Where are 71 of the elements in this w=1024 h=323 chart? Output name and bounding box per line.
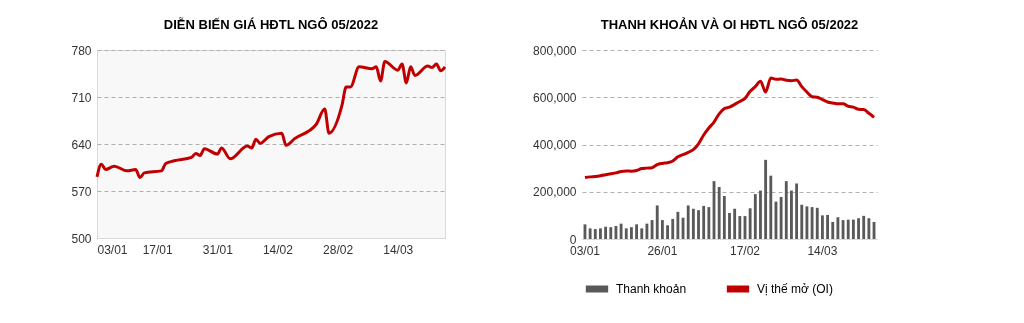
- x-tick-label: 28/02: [323, 242, 354, 257]
- y-tick-label: 500: [71, 231, 92, 246]
- bar: [748, 208, 752, 239]
- legend-label: Vị thế mở (OI): [757, 282, 833, 296]
- bar: [599, 228, 602, 239]
- bar: [691, 208, 695, 239]
- bar: [666, 225, 669, 239]
- y-tick-label: 400,000: [533, 138, 577, 152]
- y-tick-label: 200,000: [533, 185, 577, 200]
- bar: [728, 213, 731, 239]
- bar: [769, 175, 773, 239]
- bar: [820, 215, 824, 239]
- bar: [660, 220, 664, 239]
- y-tick-label: 780: [71, 43, 92, 58]
- x-tick-label: 17/02: [729, 243, 761, 258]
- chart-title: THANH KHOẢN VÀ OI HĐTL NGÔ 05/2022: [600, 17, 859, 32]
- bar: [676, 211, 680, 239]
- bar: [645, 223, 649, 239]
- bar: [867, 218, 871, 239]
- x-tick-label: 14/02: [262, 242, 294, 257]
- bar: [655, 205, 659, 239]
- bar: [831, 221, 835, 239]
- x-tick-label: 14/03: [383, 242, 414, 257]
- bar: [630, 227, 633, 239]
- bar: [795, 183, 799, 239]
- chart-title: DIỄN BIẾN GIÁ HĐTL NGÔ 05/2022: [163, 17, 379, 32]
- y-tick-label: 640: [71, 137, 92, 152]
- bar: [738, 216, 742, 239]
- bar: [790, 190, 793, 239]
- y-tick-label: 570: [71, 184, 92, 199]
- bar: [851, 219, 855, 239]
- bar: [826, 214, 829, 239]
- bar: [759, 190, 762, 239]
- bar: [857, 218, 860, 239]
- x-tick-label: 31/01: [202, 242, 234, 257]
- bar: [753, 194, 757, 239]
- bar: [635, 224, 639, 239]
- bar: [697, 210, 700, 239]
- y-tick-label: 800,000: [533, 43, 577, 58]
- bar: [588, 228, 592, 239]
- x-tick-label: 03/01: [97, 242, 128, 257]
- bar: [784, 181, 788, 239]
- y-tick-label: 600,000: [533, 90, 577, 105]
- line-series: [95, 59, 447, 180]
- bar: [640, 228, 644, 239]
- bar: [733, 208, 737, 239]
- bar: [722, 196, 726, 239]
- bar: [624, 228, 628, 239]
- legend-label: Thanh khoản: [616, 282, 687, 296]
- bar: [686, 205, 690, 239]
- bar: [862, 215, 866, 239]
- line-series: [583, 76, 876, 180]
- bar: [671, 218, 675, 239]
- bar: [619, 223, 623, 239]
- bar: [593, 229, 597, 239]
- bar: [836, 217, 840, 239]
- x-tick-label: 26/01: [647, 243, 678, 258]
- bar: [779, 196, 783, 239]
- x-tick-label: 17/01: [142, 242, 173, 257]
- bar: [717, 187, 721, 239]
- bar: [810, 207, 814, 239]
- x-tick-label: 14/03: [807, 243, 838, 258]
- y-tick-label: 710: [71, 90, 92, 105]
- bar: [702, 205, 706, 239]
- bar: [707, 207, 711, 239]
- bar: [764, 159, 768, 239]
- bar: [815, 207, 819, 239]
- bar: [609, 227, 613, 239]
- bar: [604, 226, 608, 239]
- bar: [846, 219, 850, 239]
- bar: [800, 204, 804, 239]
